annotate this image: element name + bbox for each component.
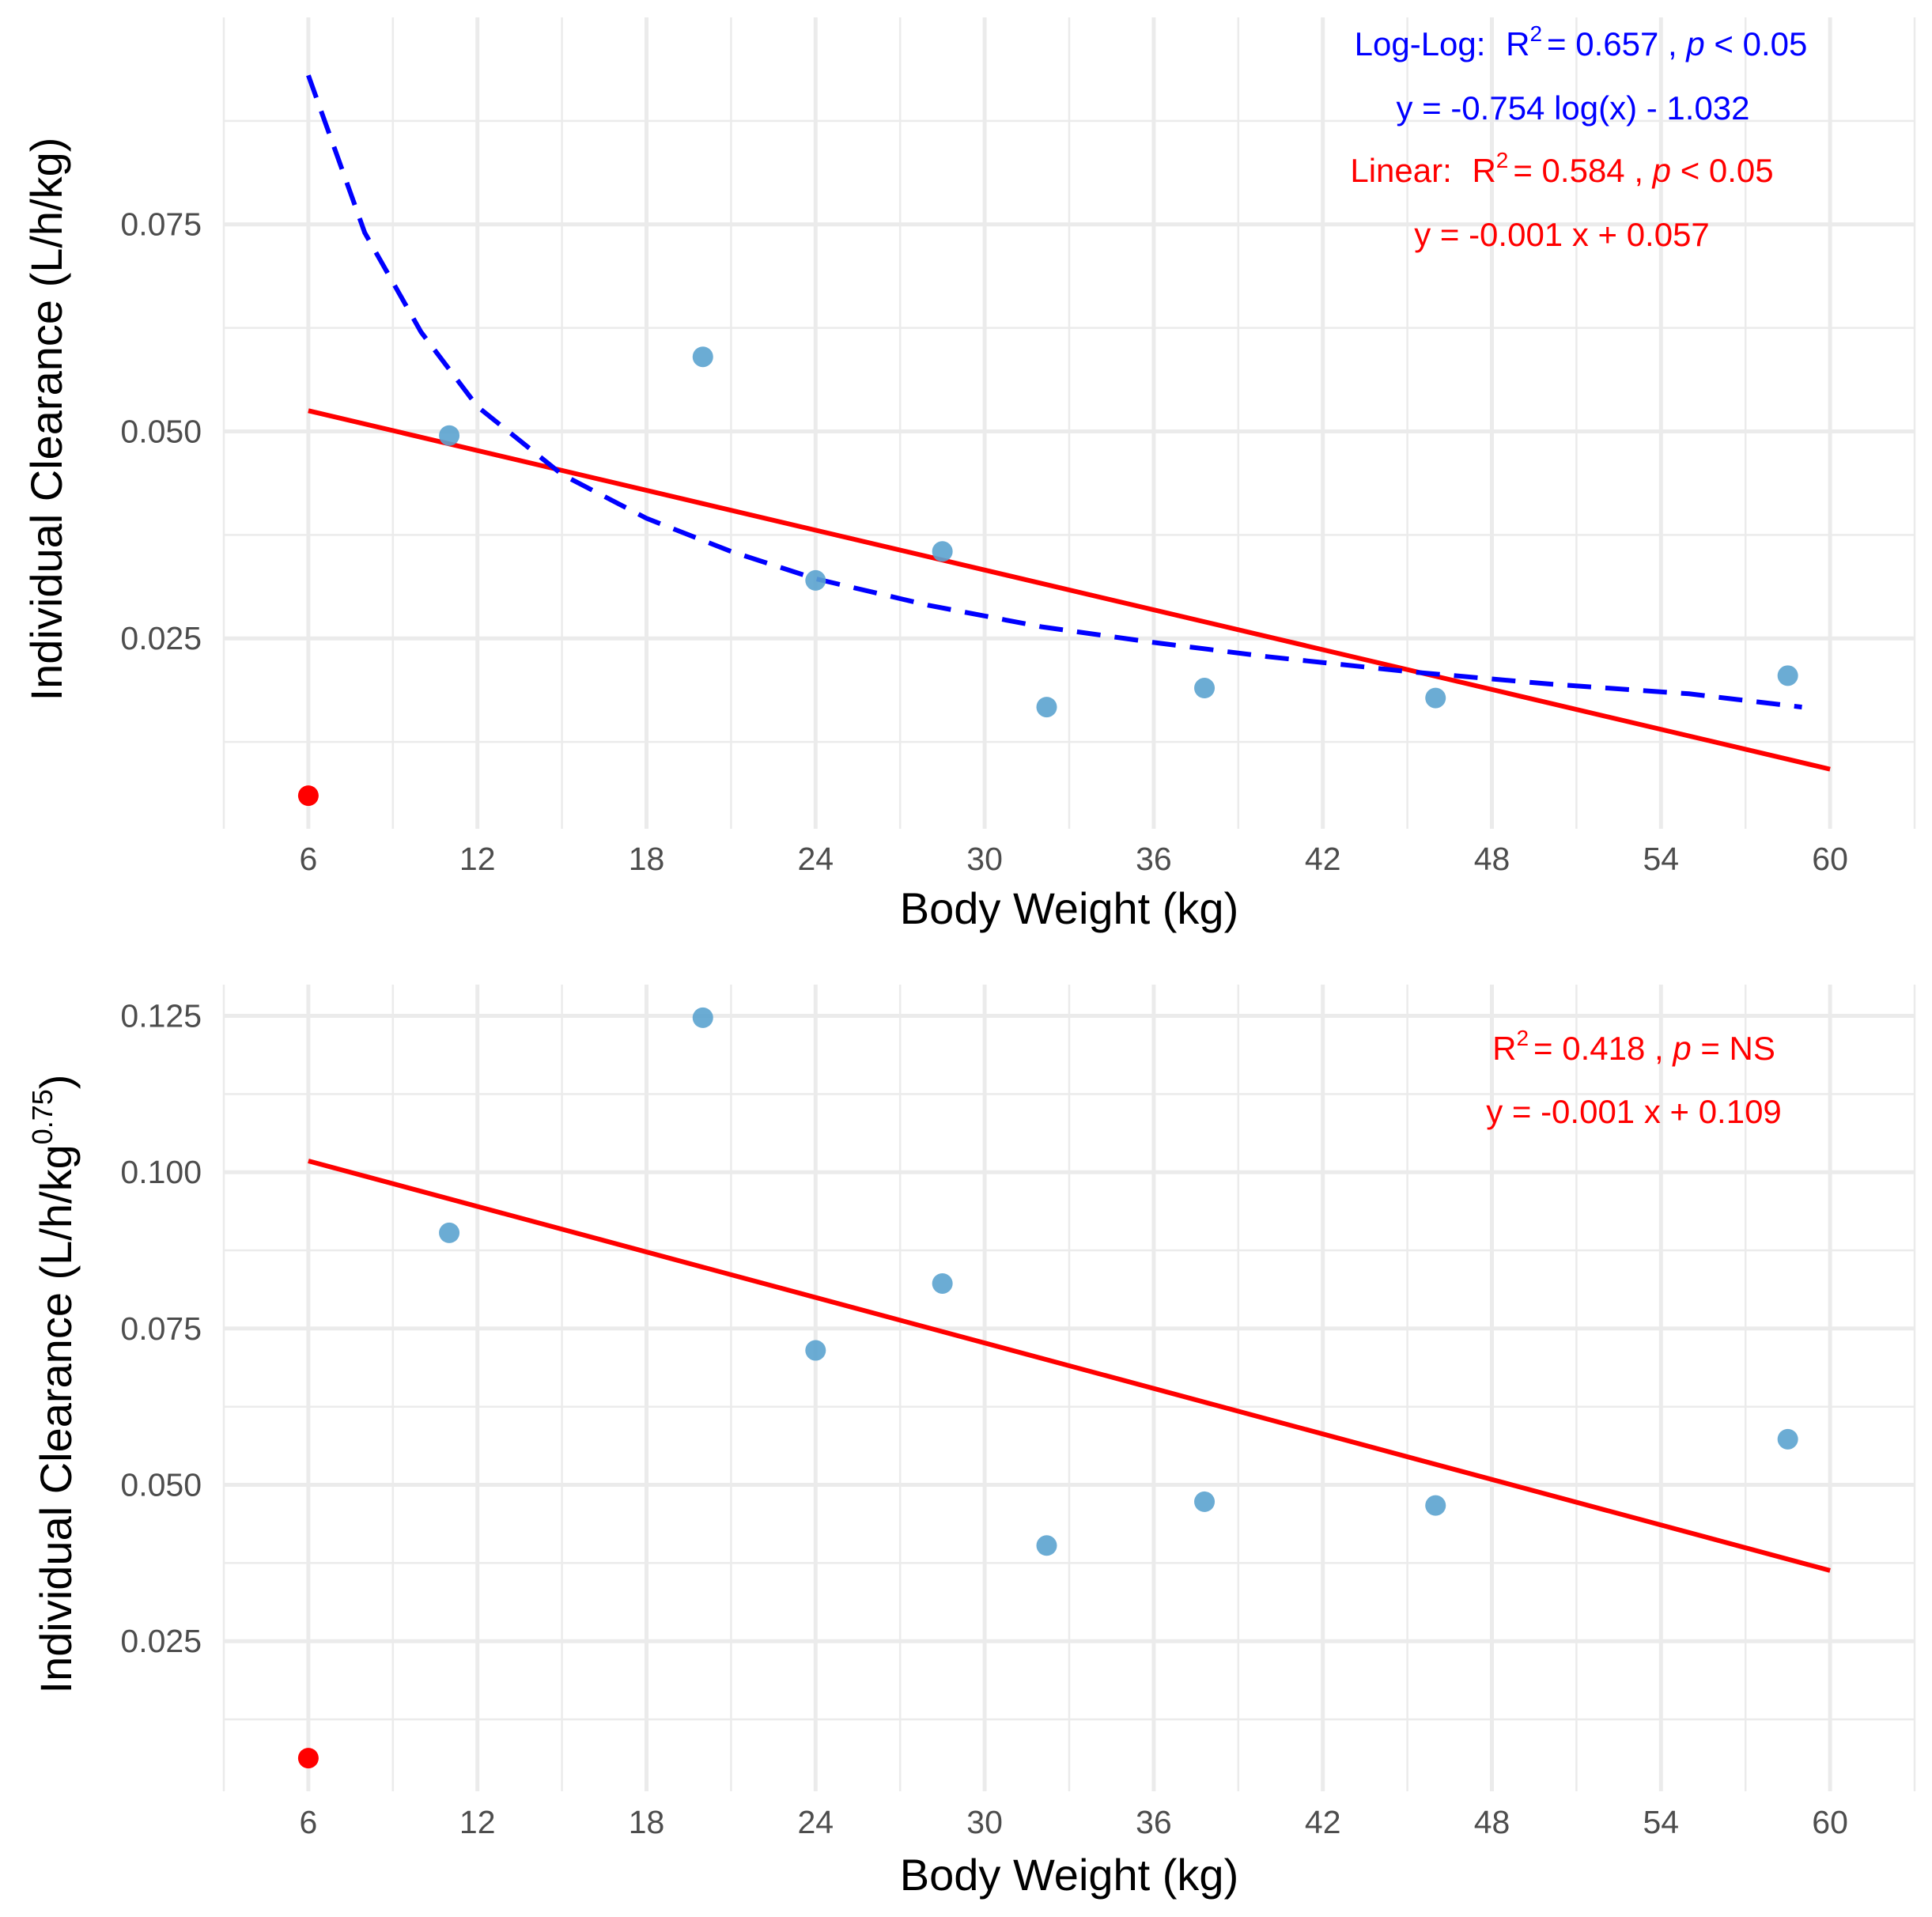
linear-fit-line <box>308 1159 1831 1573</box>
data-point <box>932 541 953 562</box>
y-tick-label: 0.100 <box>120 1154 202 1190</box>
bottom-x-tick-labels: 6 12 18 24 30 36 42 48 54 60 <box>299 1804 1847 1840</box>
data-point <box>1194 678 1216 699</box>
data-point <box>1425 1495 1446 1516</box>
top-linear-stats: Linear: R2 = 0.584 , p < 0.05 <box>1350 148 1773 189</box>
top-linear-equation: y = -0.001 x + 0.057 <box>1414 216 1710 253</box>
y-tick-label: 0.075 <box>120 1310 202 1347</box>
x-tick-label: 24 <box>797 1804 834 1840</box>
x-tick-label: 30 <box>966 841 1003 877</box>
top-loglog-equation: y = -0.754 log(x) - 1.032 <box>1396 89 1749 127</box>
top-y-tick-labels: 0.025 0.050 0.075 <box>120 206 202 656</box>
top-loglog-stats: Log-Log: R2 = 0.657 , p < 0.05 <box>1355 21 1808 62</box>
x-tick-label: 18 <box>629 1804 665 1840</box>
x-tick-label: 24 <box>797 841 834 877</box>
x-tick-label: 60 <box>1812 1804 1848 1840</box>
bottom-y-axis-title: Individual Clearance (L/h/kg0.75) <box>26 1075 81 1694</box>
data-point <box>692 346 713 368</box>
top-gridlines <box>222 17 1916 829</box>
data-point <box>932 1272 953 1294</box>
top-panel: 6 12 18 24 30 36 42 48 54 60 0.025 0.050 0.075 Body… <box>21 17 1916 933</box>
x-tick-label: 48 <box>1474 1804 1510 1840</box>
data-point <box>439 1222 460 1243</box>
x-tick-label: 6 <box>299 1804 317 1840</box>
x-tick-label: 12 <box>459 1804 496 1840</box>
x-tick-label: 48 <box>1474 841 1510 877</box>
bottom-y-tick-labels: 0.025 0.050 0.075 0.100 0.125 <box>120 998 202 1660</box>
bottom-equation: y = -0.001 x + 0.109 <box>1486 1093 1782 1130</box>
y-tick-label: 0.050 <box>120 413 202 449</box>
x-tick-label: 54 <box>1643 841 1679 877</box>
x-tick-label: 12 <box>459 841 496 877</box>
data-point <box>1777 1428 1798 1450</box>
x-tick-label: 30 <box>966 1804 1003 1840</box>
data-point <box>1036 1535 1057 1556</box>
top-points <box>297 346 1798 807</box>
x-tick-label: 36 <box>1136 841 1172 877</box>
data-point <box>805 1340 826 1361</box>
x-tick-label: 42 <box>1305 841 1341 877</box>
data-point <box>1036 697 1057 718</box>
data-point <box>1777 665 1798 686</box>
bottom-gridlines <box>222 985 1916 1791</box>
data-point <box>692 1007 713 1028</box>
x-tick-label: 18 <box>629 841 665 877</box>
x-tick-label: 42 <box>1305 1804 1341 1840</box>
outlier-point <box>297 1748 319 1769</box>
x-tick-label: 36 <box>1136 1804 1172 1840</box>
bottom-panel: 6 12 18 24 30 36 42 48 54 60 0.025 0.050 0.075 0.100… <box>26 985 1916 1900</box>
data-point <box>805 569 826 591</box>
data-point <box>1194 1491 1216 1512</box>
y-tick-label: 0.125 <box>120 998 202 1034</box>
x-tick-label: 60 <box>1812 841 1848 877</box>
y-tick-label: 0.025 <box>120 1623 202 1659</box>
bottom-fit-lines <box>308 1159 1831 1573</box>
top-x-axis-title: Body Weight (kg) <box>900 883 1238 933</box>
linear-fit-line <box>308 408 1831 772</box>
y-tick-label: 0.025 <box>120 620 202 656</box>
loglog-fit-curve <box>306 74 1802 710</box>
bottom-points <box>297 1007 1798 1769</box>
data-point <box>1425 687 1446 709</box>
outlier-point <box>297 785 319 807</box>
x-tick-label: 6 <box>299 841 317 877</box>
bottom-stats: R2 = 0.418 , p = NS <box>1492 1026 1775 1067</box>
top-x-tick-labels: 6 12 18 24 30 36 42 48 54 60 <box>299 841 1847 877</box>
top-fit-lines <box>306 74 1831 772</box>
top-y-axis-title: Individual Clearance (L/h/kg) <box>21 138 71 701</box>
data-point <box>439 425 460 446</box>
x-tick-label: 54 <box>1643 1804 1679 1840</box>
y-tick-label: 0.075 <box>120 206 202 243</box>
bottom-x-axis-title: Body Weight (kg) <box>900 1850 1238 1900</box>
y-tick-label: 0.050 <box>120 1467 202 1503</box>
